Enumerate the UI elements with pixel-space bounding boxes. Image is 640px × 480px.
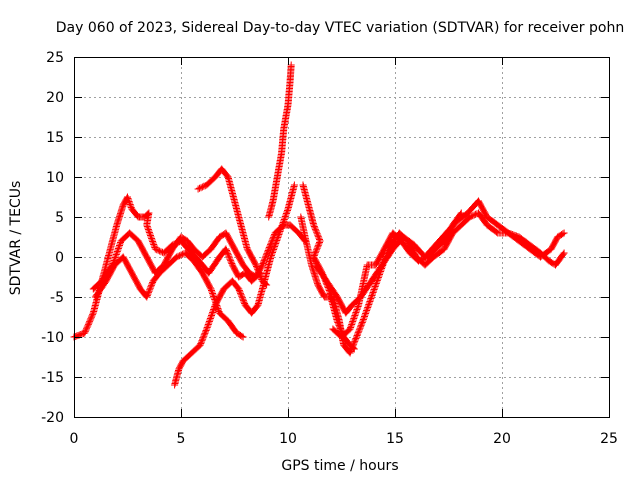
y-tick-label: 10 [46,170,64,186]
tick-layer: 0 5 10 15 20 25 -20 -15 -10 -5 0 5 10 15 20 25 [41,50,618,447]
x-tick-label: 25 [600,431,618,447]
series-track-i [329,209,465,341]
grid-layer [74,57,609,417]
series-track-c [91,249,247,341]
x-tick-label: 20 [493,431,511,447]
x-tick-label: 0 [70,431,79,447]
y-tick-label: -20 [41,410,64,426]
y-axis-label: SDTVAR / TECUs [8,181,24,296]
series-track-f [265,61,295,221]
series-track-e [194,165,271,289]
x-axis-label: GPS time / hours [281,458,398,474]
data-markers [194,165,271,289]
data-markers [265,61,295,221]
chart-title: Day 060 of 2023, Sidereal Day-to-day VTE… [56,20,624,36]
x-tick-label: 10 [279,431,297,447]
y-tick-label: -10 [41,330,64,346]
x-tick-label: 15 [386,431,404,447]
data-markers [312,197,568,317]
y-tick-label: -15 [41,370,64,386]
data-layer [70,61,568,389]
data-markers [91,249,247,341]
data-markers [297,213,358,353]
data-markers [329,209,465,341]
y-tick-label: 0 [55,250,64,266]
y-tick-label: 20 [46,90,64,106]
y-tick-label: -5 [50,290,64,306]
x-tick-label: 5 [177,431,186,447]
y-tick-label: 5 [55,210,64,226]
y-tick-label: 15 [46,130,64,146]
plot-frame [74,57,610,418]
series-track-j [297,213,358,353]
series-track-h [312,197,568,317]
y-tick-label: 25 [46,50,64,66]
